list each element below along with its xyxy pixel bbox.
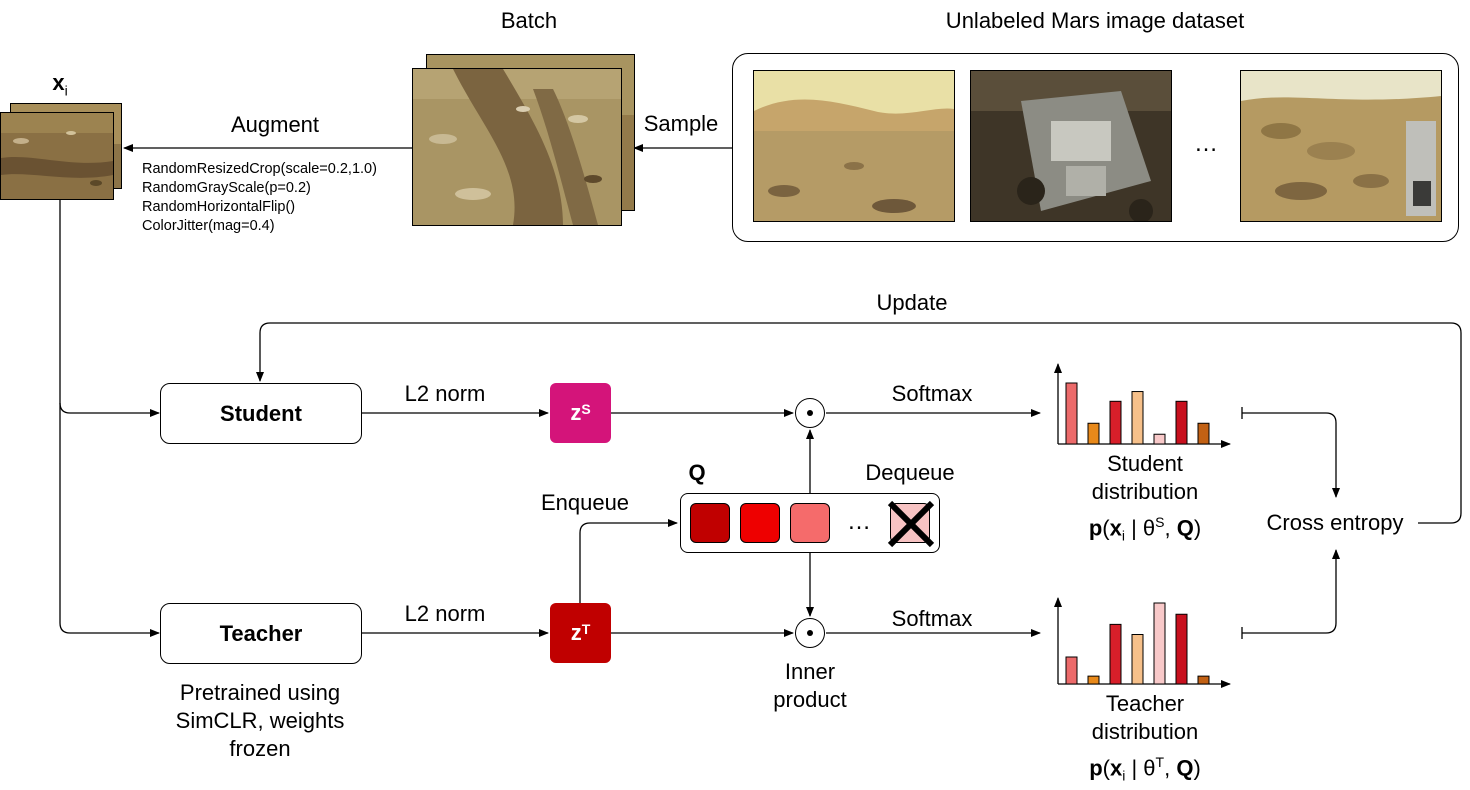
teacher-distribution-label: Teacher distribution p(xi | θT, Q) [1089,690,1201,790]
dataset-image-1 [753,70,955,222]
dequeued-queue-item [887,500,935,548]
teacher-distribution-bar [1131,634,1144,685]
teacher-inner-product-operator [795,618,825,648]
student-distribution-bar [1153,433,1166,445]
student-network: Student [160,383,362,444]
cross-entropy-label: Cross entropy [1266,510,1404,535]
dataset-image-3 [1240,70,1442,222]
xi-image [0,112,114,200]
student-distribution-bar [1175,400,1188,445]
enqueue-label: Enqueue [540,490,630,515]
augment-label: Augment [230,112,320,137]
student-inner-product-operator [795,398,825,428]
queue-item [690,503,730,543]
softmax-student-label: Softmax [891,381,973,406]
student-distribution-bar [1065,382,1078,445]
remove-x-icon [887,500,935,548]
teacher-distribution-bar [1109,623,1122,685]
queue-label: Q [688,460,706,485]
augmentation-item: RandomHorizontalFlip() [142,199,296,215]
teacher-distribution-bar [1175,613,1188,685]
queue-item [740,503,780,543]
teacher-distribution-chart [1065,602,1210,685]
softmax-teacher-label: Softmax [891,606,973,631]
teacher-dist-to-ce-arrow [1241,550,1336,639]
teacher-distribution-bar [1087,675,1100,685]
teacher-distribution-bar [1065,656,1078,685]
inner-product-label: Inner product [773,659,847,712]
sample-label: Sample [643,111,719,136]
student-distribution-bar [1197,422,1210,445]
student-distribution-bar [1109,400,1122,445]
teacher-note: Pretrained using SimCLR, weights frozen [175,680,345,761]
student-distribution-bar [1131,391,1144,445]
student-distribution-label: Student distribution p(xi | θS, Q) [1089,450,1201,550]
batch-label: Batch [500,8,558,33]
augmentation-item: RandomResizedCrop(scale=0.2,1.0) [142,161,377,177]
teacher-distribution-bar [1153,602,1166,685]
xi-label: xi [52,70,68,99]
student-distribution-chart [1065,382,1210,445]
dataset-panel [732,53,1459,242]
dequeue-label: Dequeue [865,460,955,485]
enqueue-arrow [579,519,678,603]
dataset-image-2 [970,70,1172,222]
update-label: Update [876,290,948,315]
xi-to-teacher-arrow [59,403,160,637]
student-distribution-formula: p(xi | θS, Q) [1088,514,1202,544]
dataset-label: Unlabeled Mars image dataset [945,8,1245,33]
queue-ellipsis: … [847,508,871,535]
augmentation-item: ColorJitter(mag=0.4) [142,218,275,234]
student-dist-to-ce-arrow [1241,407,1336,497]
queue-item [790,503,830,543]
teacher-distribution-bar [1197,675,1210,685]
augmentation-list: RandomResizedCrop(scale=0.2,1.0) RandomG… [142,160,377,236]
teacher-distribution-formula: p(xi | θT, Q) [1089,754,1201,784]
student-distribution-bar [1087,422,1100,445]
dataset-ellipsis: … [1194,130,1218,157]
l2-norm-teacher-label: L2 norm [404,601,486,626]
augmentation-item: RandomGrayScale(p=0.2) [142,180,311,196]
l2-norm-student-label: L2 norm [404,381,486,406]
teacher-network: Teacher [160,603,362,664]
batch-image [412,68,622,226]
update-arrow [256,322,1462,524]
